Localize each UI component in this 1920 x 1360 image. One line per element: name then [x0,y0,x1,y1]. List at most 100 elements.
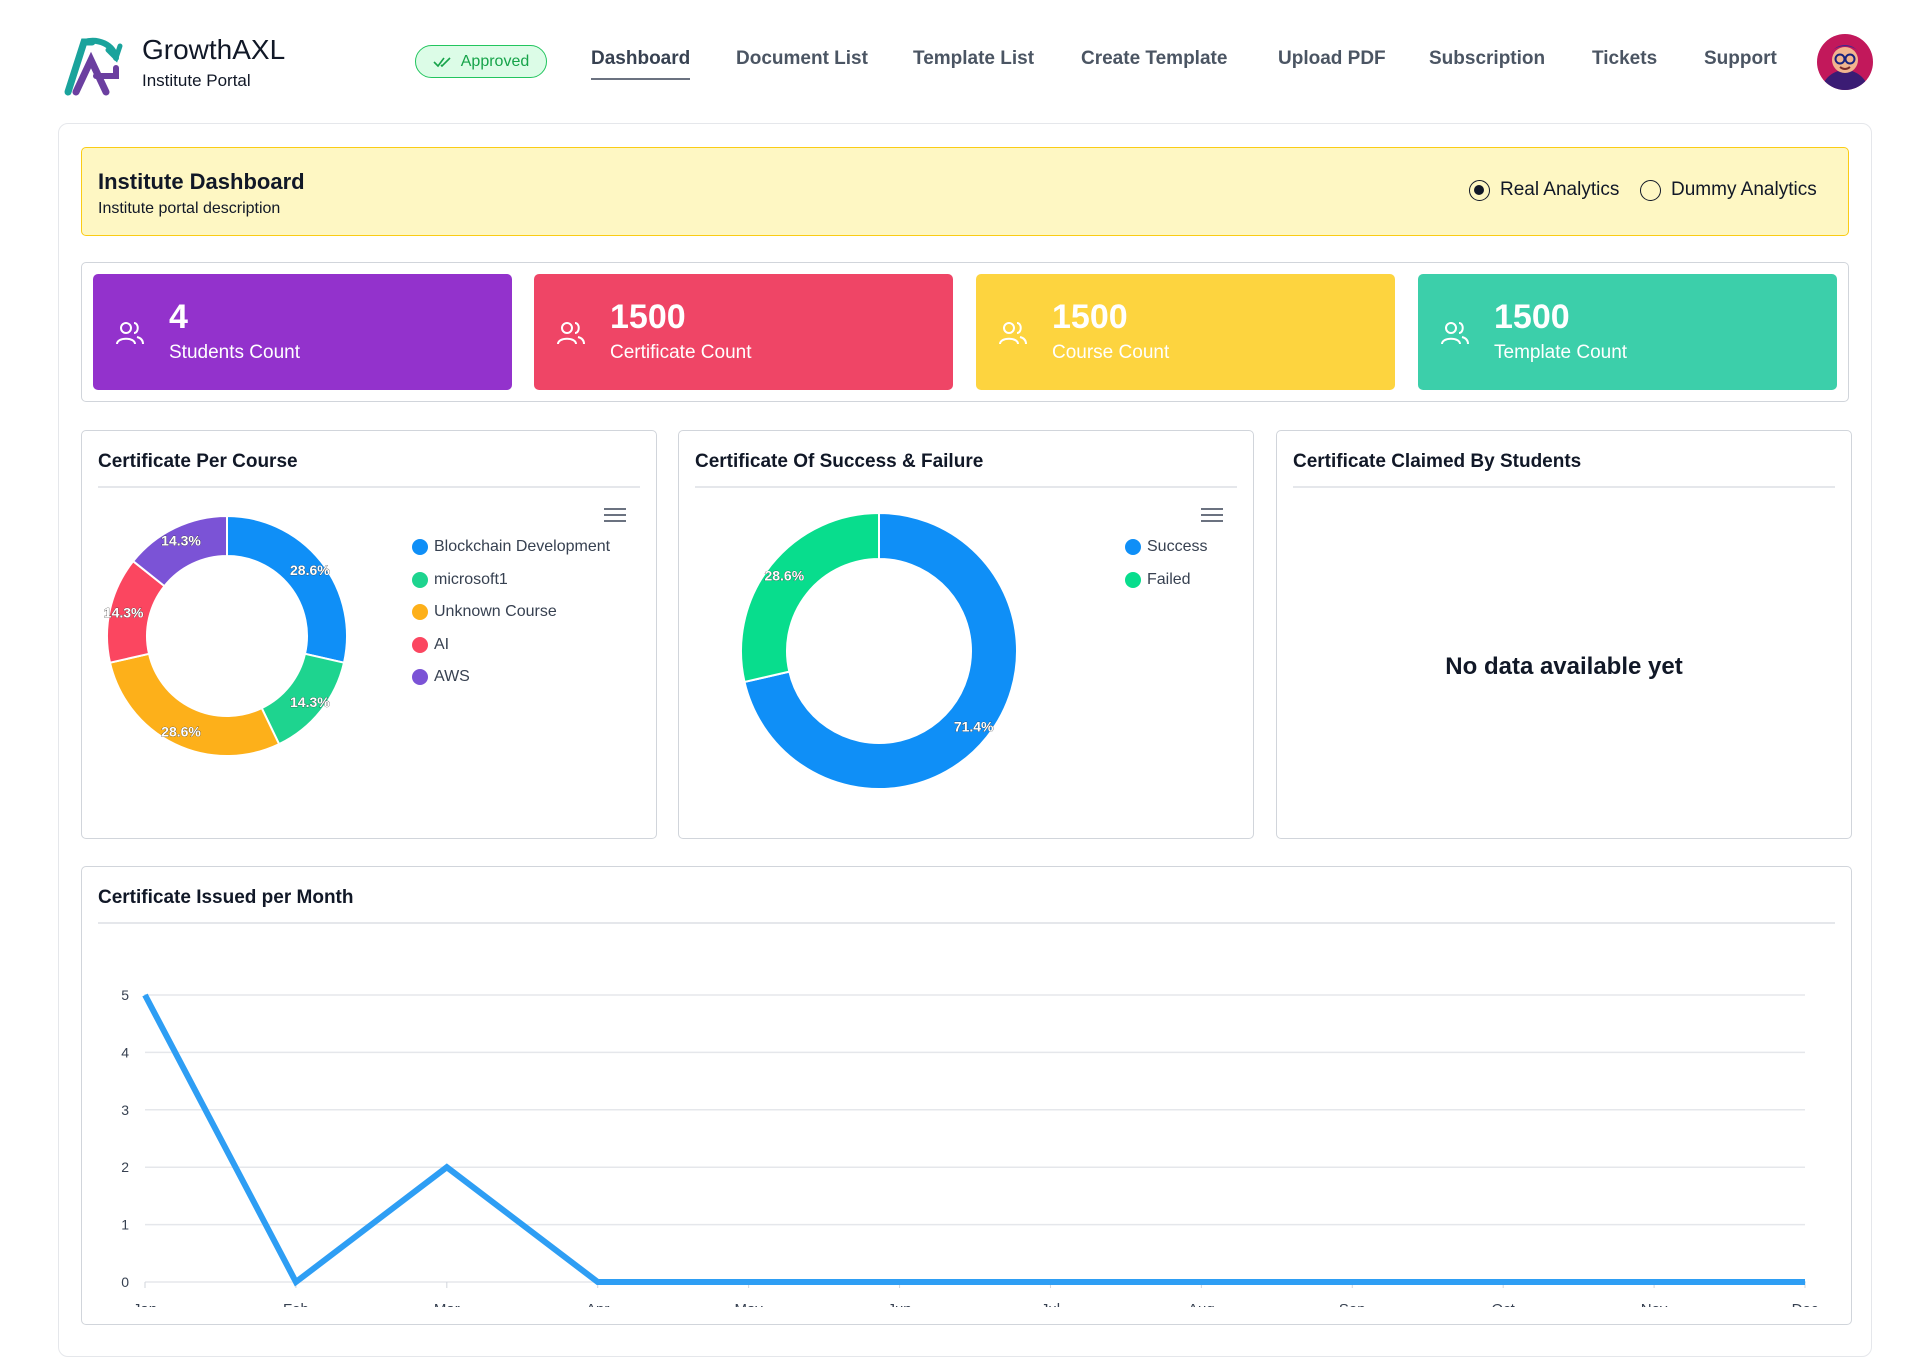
radio-button[interactable] [1640,179,1661,201]
nav-subscription[interactable]: Subscription [1429,48,1546,69]
chart-legend: Blockchain Development microsoft1 Unknown … [412,531,610,694]
page-description: Institute portal description [98,200,281,217]
users-icon [116,322,144,345]
nav-dashboard[interactable]: Dashboard [591,48,691,80]
data-point[interactable] [1200,1281,1202,1283]
x-tick-label: Feb [283,1301,309,1307]
stat-label: Template Count [1494,342,1628,363]
legend-label: microsoft1 [434,570,508,588]
divider [98,922,1835,924]
nav-template-list[interactable]: Template List [913,48,1035,69]
legend-item[interactable]: Failed [1125,564,1207,597]
x-tick-label: May [734,1301,763,1307]
nav-upload-pdf[interactable]: Upload PDF [1278,48,1386,69]
nav-create-template[interactable]: Create Template [1081,48,1228,69]
slice-label: 28.6% [290,562,330,578]
legend-item[interactable]: AI [412,629,610,662]
x-tick-label: Sep [1339,1301,1366,1307]
slice-label: 14.3% [161,532,201,548]
panel-title: Certificate Issued per Month [98,887,354,908]
stat-value: 1500 [610,298,686,336]
stats-row: 4 Students Count 1500 Certificate Count … [81,262,1849,402]
legend-marker [412,571,428,588]
legend-item[interactable]: Unknown Course [412,596,610,629]
x-tick-label: Nov [1641,1301,1668,1307]
legend-marker [412,636,428,653]
donut-slice[interactable] [226,514,348,664]
nav-document-list[interactable]: Document List [736,48,868,69]
panel-title: Certificate Per Course [98,451,298,472]
data-point[interactable] [1502,1281,1504,1283]
data-point[interactable] [1804,1281,1806,1283]
data-point[interactable] [1653,1281,1655,1283]
legend-item[interactable]: microsoft1 [412,564,610,597]
legend-label: Success [1147,538,1208,556]
legend-item[interactable]: AWS [412,661,610,694]
stat-card-templates: 1500 Template Count [1418,274,1837,390]
series-line[interactable] [142,993,1805,1287]
dashboard-banner: Institute Dashboard Institute portal des… [81,147,1849,236]
panel-success-failure: Certificate Of Success & Failure 71.4% 28… [678,430,1254,839]
legend-item[interactable]: Success [1125,531,1207,564]
top-header: GrowthAXL Institute Portal Approved Dash… [0,0,1920,120]
donut-slice[interactable] [131,514,228,588]
brand-subtitle: Institute Portal [142,71,251,90]
data-point[interactable] [899,1281,901,1283]
brand-name: GrowthAXL [142,34,286,65]
radio-button[interactable] [1469,179,1490,201]
legend-item[interactable]: Blockchain Development [412,531,610,564]
panel-claimed-by-students: Certificate Claimed By Students No data … [1276,430,1852,839]
user-avatar[interactable] [1817,34,1873,90]
stat-card-students: 4 Students Count [93,274,512,390]
legend-marker [412,669,428,686]
x-tick-label: Mar [434,1301,460,1307]
donut-slice[interactable] [740,511,880,684]
legend-marker [1125,539,1141,556]
y-tick-label: 0 [121,1274,129,1290]
legend-label: AI [434,635,450,653]
data-point[interactable] [144,994,146,996]
data-point[interactable] [597,1281,599,1283]
data-point[interactable] [446,1166,448,1168]
users-icon [999,322,1027,345]
radio-real-analytics[interactable]: Real Analytics [1469,179,1619,201]
data-point[interactable] [1351,1281,1353,1283]
y-tick-label: 1 [121,1217,129,1233]
y-tick-label: 5 [121,987,129,1003]
slice-label: 28.6% [161,724,201,740]
data-point[interactable] [748,1281,750,1283]
donut-slice[interactable] [108,652,281,757]
stat-label: Certificate Count [610,342,752,363]
data-point[interactable] [295,1281,297,1283]
slice-label: 14.3% [290,694,330,710]
stat-value: 4 [169,298,188,336]
radio-dummy-analytics[interactable]: Dummy Analytics [1640,179,1817,201]
nav-tickets[interactable]: Tickets [1592,48,1658,69]
panel-title: Certificate Claimed By Students [1293,451,1582,472]
active-underline [591,78,691,80]
donut-slice[interactable] [743,511,1018,790]
legend-marker [412,539,428,556]
legend-label: AWS [434,668,470,686]
panel-issued-per-month: Certificate Issued per Month 0 1 2 3 4 5 Jan Fe… [81,866,1852,1325]
legend-marker [412,604,428,621]
dashboard-container [58,123,1872,1357]
radio-label: Real Analytics [1500,179,1620,200]
panel-title: Certificate Of Success & Failure [695,451,984,472]
hamburger-menu-icon[interactable] [1201,506,1223,524]
donut-chart-success-failure: 71.4% 28.6% [740,511,1018,790]
growthaxl-logo-icon[interactable] [58,28,124,98]
stat-value: 1500 [1494,298,1570,336]
divider [695,486,1237,488]
status-badge: Approved [415,45,547,78]
x-tick-label: Oct [1492,1301,1516,1307]
hamburger-menu-icon[interactable] [604,506,626,524]
x-tick-label: Jul [1041,1301,1060,1307]
nav-label: Dashboard [591,48,691,69]
nav-support[interactable]: Support [1704,48,1777,69]
divider [1293,486,1835,488]
stat-value: 1500 [1052,298,1128,336]
chart-legend: Success Failed [1125,531,1207,596]
slice-label: 71.4% [954,718,994,734]
data-point[interactable] [1049,1281,1051,1283]
